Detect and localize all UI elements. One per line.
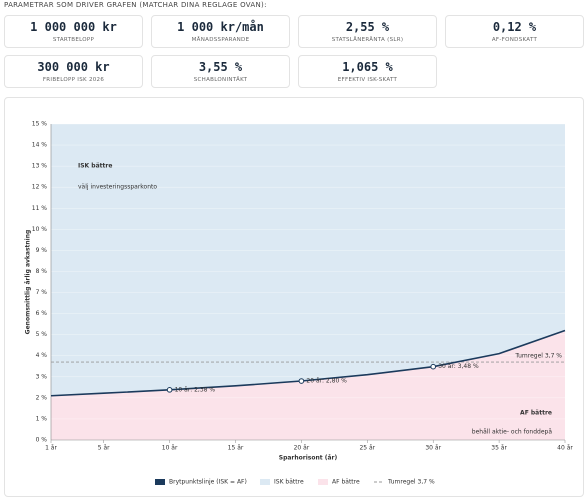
param-card: 1,065 % EFFEKTIV ISK-SKATT [298,55,437,88]
y-tick-label: 3 % [36,373,48,380]
x-tick-label: 25 år [359,445,375,452]
x-axis-label: Sparhorisont (år) [279,455,338,462]
point [166,387,173,393]
y-tick-label: 14 % [32,142,48,149]
param-card: 0,12 % AF-FONDSKATT [445,15,584,48]
card-label: STARTBELOPP [52,37,95,43]
x-tick-label: 1 år [45,445,57,452]
y-tick-label: 1 % [36,415,48,422]
y-tick-label: 0 % [36,437,48,444]
chart-panel [4,97,584,497]
legend-label: Brytpunktslinje (ISK = AF) [169,479,247,486]
x-tick-label: 15 år [228,445,244,452]
card-value: 1,065 % [342,60,393,74]
x-tick-label: 40 år [557,445,573,452]
legend-label: AF bättre [332,479,360,486]
y-tick-label: 4 % [36,352,48,359]
card-label: SCHABLONINTÄKT [193,77,248,83]
y-tick-label: 13 % [32,163,48,170]
x-tick-label: 10 år [162,445,178,452]
card-label: AF-FONDSKATT [491,37,538,43]
card-value: 1 000 kr/mån [177,20,264,34]
y-tick-label: 8 % [36,268,48,275]
point-label: 30 år: 3,48 % [438,363,479,370]
param-card: 300 000 kr FRIBELOPP ISK 2026 [4,55,143,88]
param-card: 3,55 % SCHABLONINTÄKT [151,55,290,88]
point-label: 20 år: 2,80 % [306,378,347,385]
y-tick-label: 6 % [36,310,48,317]
y-tick-label: 7 % [36,289,48,296]
y-tick-label: 2 % [36,394,48,401]
x-tick-label: 35 år [491,445,507,452]
y-axis-label: Genomsnittlig årlig avkastning [25,230,32,335]
af-sublabel: behåll aktie- och fonddepå [472,429,553,436]
threshold-label: Tumregel 3,7 % [514,353,562,360]
card-value: 2,55 % [345,20,390,34]
y-tick-label: 15 % [32,121,48,128]
isk-label: ISK bättre [78,163,112,170]
y-tick-label: 10 % [32,226,48,233]
af-label: AF bättre [520,410,552,417]
x-tick-label: 20 år [294,445,310,452]
card-label: MÅNADSSPARANDE [191,37,250,43]
header-title: PARAMETRAR SOM DRIVER GRAFEN (MATCHAR DI… [4,1,267,9]
card-label: STATSLÅNERÄNTA (SLR) [331,37,404,43]
af-region [51,330,565,440]
card-value: 300 000 kr [37,60,110,74]
y-tick-label: 11 % [32,205,48,212]
legend-swatch [155,479,165,485]
card-value: 3,55 % [198,60,243,74]
isk-sublabel: välj investeringssparkonto [78,184,157,191]
param-card: 1 000 000 kr STARTBELOPP [4,15,143,48]
x-tick-label: 5 år [98,445,110,452]
param-card: 2,55 % STATSLÅNERÄNTA (SLR) [298,15,437,48]
point [430,363,437,370]
legend-label: ISK bättre [274,479,304,486]
legend-label: Tumregel 3,7 % [387,479,435,486]
card-label: EFFEKTIV ISK-SKATT [337,77,398,83]
card-value: 1 000 000 kr [30,20,117,34]
y-tick-label: 12 % [32,184,48,191]
point-label: 10 år: 2,38 % [175,386,216,393]
y-tick-label: 5 % [36,331,48,338]
param-card: 1 000 kr/mån MÅNADSSPARANDE [151,15,290,48]
y-tick-label: 9 % [36,247,48,254]
card-label: FRIBELOPP ISK 2026 [42,77,105,83]
legend-swatch [260,479,270,485]
x-tick-label: 30 år [425,445,441,452]
point [298,378,305,384]
legend-swatch [318,479,328,485]
card-value: 0,12 % [492,20,537,34]
